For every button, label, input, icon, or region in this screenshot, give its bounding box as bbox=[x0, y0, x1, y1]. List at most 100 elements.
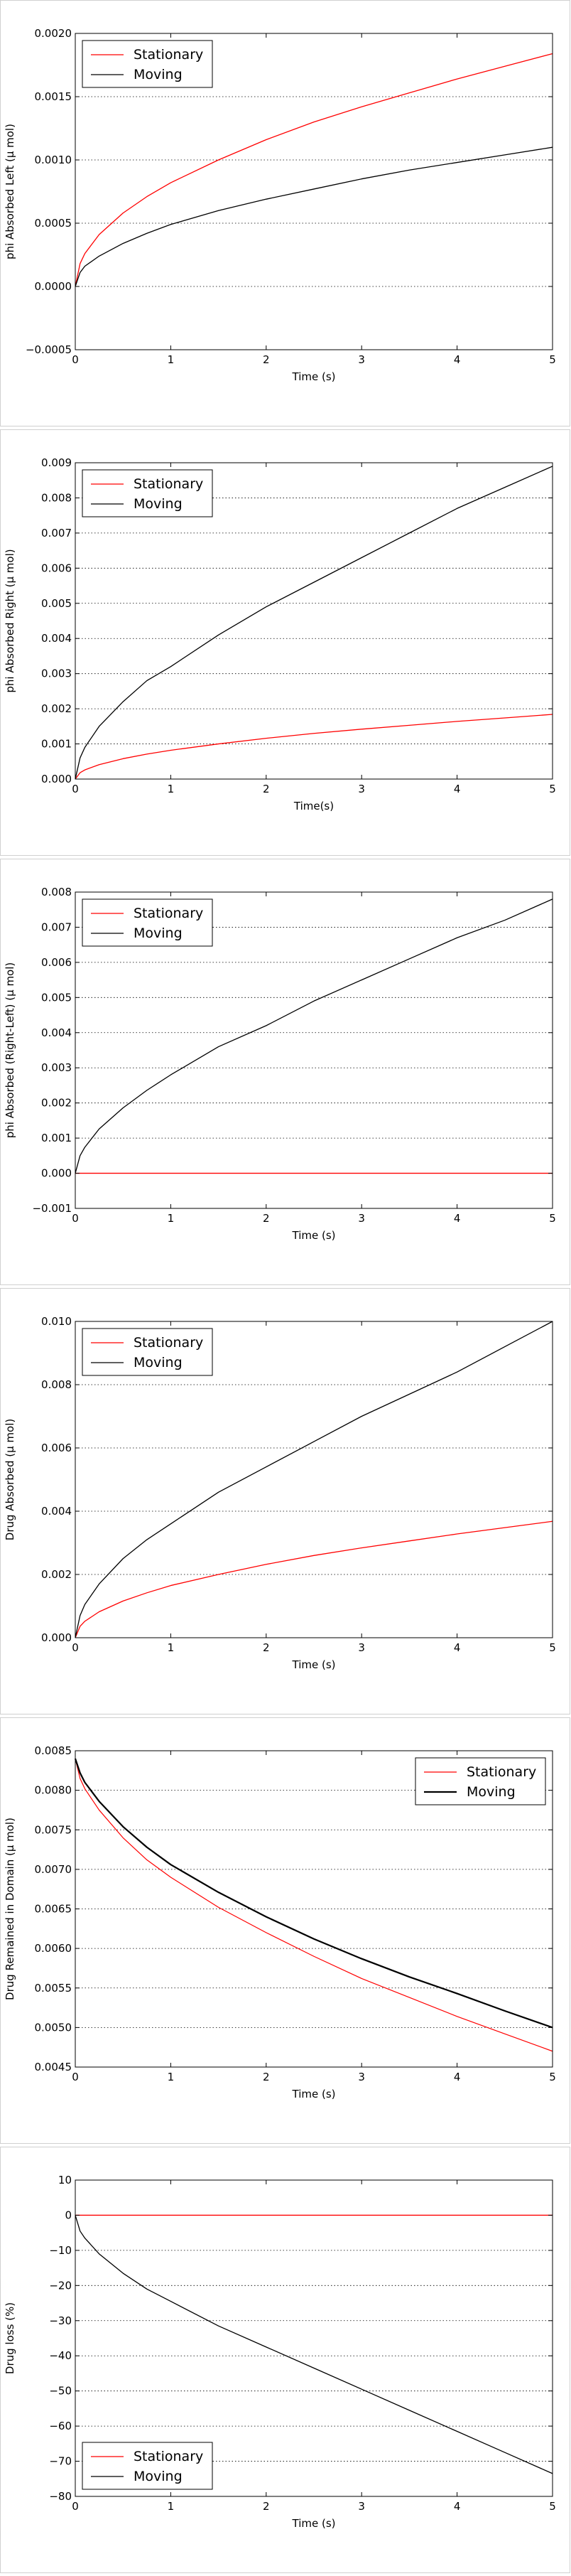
legend: Stationary Moving bbox=[82, 898, 213, 947]
x-tick-label: 4 bbox=[454, 353, 461, 366]
x-tick-label: 0 bbox=[72, 2500, 79, 2513]
plot-frame bbox=[75, 1321, 553, 1638]
legend-box bbox=[82, 40, 213, 88]
legend: Stationary Moving bbox=[82, 1328, 213, 1376]
y-tick-label: 0.0055 bbox=[35, 1982, 72, 1995]
y-tick-label: 0.006 bbox=[41, 956, 72, 969]
x-tick-label: 0 bbox=[72, 783, 79, 795]
chart-svg: 0.0045 0.0050 0.0055 0.0060 0.0065 0.0070 0.00… bbox=[4, 1744, 556, 2100]
y-tick-label: 0.0000 bbox=[35, 280, 72, 293]
legend-box bbox=[82, 469, 213, 517]
x-tick-label: 5 bbox=[549, 1212, 556, 1225]
series-line-stationary bbox=[75, 1520, 553, 1638]
y-tick-label: 0.0020 bbox=[35, 27, 72, 40]
series-line-stationary bbox=[75, 53, 553, 287]
y-axis-label: Drug Absorbed (μ mol) bbox=[4, 1419, 16, 1540]
y-tick-label: 0.0005 bbox=[35, 217, 72, 230]
x-tick-label: 0 bbox=[72, 1641, 79, 1654]
legend-box bbox=[82, 898, 213, 947]
x-axis-label: Time (s) bbox=[292, 370, 336, 383]
legend-box bbox=[82, 2442, 213, 2490]
y-tick-label: 0.004 bbox=[41, 632, 72, 645]
y-tick-label: 0.006 bbox=[41, 562, 72, 574]
series-line-stationary bbox=[75, 1758, 553, 2052]
x-tick-label: 1 bbox=[168, 783, 175, 795]
legend: Stationary Moving bbox=[82, 40, 213, 88]
series-line-moving bbox=[75, 1321, 553, 1638]
y-tick-label: 0.010 bbox=[41, 1315, 72, 1328]
x-tick-label: 3 bbox=[358, 1641, 365, 1654]
x-tick-label: 1 bbox=[168, 2500, 175, 2513]
y-tick-label: 0.005 bbox=[41, 597, 72, 610]
x-tick-label: 3 bbox=[358, 2071, 365, 2083]
x-tick-label: 2 bbox=[263, 2500, 270, 2513]
y-axis-label: phi Absorbed (Right-Left) (μ mol) bbox=[4, 962, 16, 1139]
y-tick-label: 0.005 bbox=[41, 991, 72, 1004]
plot-frame bbox=[75, 462, 553, 780]
y-tick-label: 0.004 bbox=[41, 1505, 72, 1518]
legend-label: Stationary bbox=[134, 1335, 203, 1351]
chart-svg: 0.000 0.001 0.002 0.003 0.004 0.005 0.006 0.007… bbox=[4, 456, 556, 812]
y-tick-label: 0.0065 bbox=[35, 1903, 72, 1916]
y-tick-label: −10 bbox=[49, 2244, 72, 2257]
y-tick-label: 0.0015 bbox=[35, 90, 72, 103]
x-tick-label: 3 bbox=[358, 1212, 365, 1225]
x-tick-label: 2 bbox=[263, 783, 270, 795]
x-tick-label: 4 bbox=[454, 2071, 461, 2083]
y-tick-label: 0.003 bbox=[41, 1061, 72, 1074]
x-tick-label: 5 bbox=[549, 783, 556, 795]
legend: Stationary Moving bbox=[82, 2442, 213, 2490]
y-tick-label: 0.0010 bbox=[35, 154, 72, 166]
x-tick-label: 4 bbox=[454, 2500, 461, 2513]
y-axis-label: phi Absorbed Right (μ mol) bbox=[4, 549, 16, 692]
x-tick-label: 1 bbox=[168, 1641, 175, 1654]
legend-label: Moving bbox=[134, 1355, 183, 1370]
x-tick-label: 3 bbox=[358, 353, 365, 366]
x-tick-label: 5 bbox=[549, 353, 556, 366]
legend-label: Stationary bbox=[134, 906, 203, 921]
x-tick-label: 3 bbox=[358, 2500, 365, 2513]
series-line-moving bbox=[75, 2215, 553, 2474]
x-tick-label: 2 bbox=[263, 2071, 270, 2083]
y-tick-label: −60 bbox=[49, 2420, 72, 2432]
x-axis-label: Time (s) bbox=[292, 2517, 336, 2530]
x-axis-label: Time (s) bbox=[292, 2088, 336, 2100]
y-axis-label: phi Absorbed Left (μ mol) bbox=[4, 124, 16, 259]
series-line-moving bbox=[75, 898, 553, 1174]
x-tick-label: 4 bbox=[454, 1212, 461, 1225]
plot-frame bbox=[75, 2179, 553, 2497]
x-tick-label: 1 bbox=[168, 2071, 175, 2083]
y-tick-label: 0.0045 bbox=[35, 2061, 72, 2073]
legend-label: Moving bbox=[134, 496, 183, 512]
y-tick-label: −30 bbox=[49, 2314, 72, 2327]
y-tick-label: −50 bbox=[49, 2385, 72, 2398]
x-tick-label: 1 bbox=[168, 1212, 175, 1225]
y-tick-label: 0.0070 bbox=[35, 1863, 72, 1876]
y-tick-label: −20 bbox=[49, 2279, 72, 2292]
x-tick-label: 0 bbox=[72, 1212, 79, 1225]
legend-label: Stationary bbox=[467, 1764, 536, 1780]
y-tick-label: 0.003 bbox=[41, 667, 72, 680]
chart-panel: 0.0045 0.0050 0.0055 0.0060 0.0065 0.0070 0.00… bbox=[0, 1717, 570, 2144]
legend-box bbox=[415, 1757, 546, 1805]
y-tick-label: −80 bbox=[49, 2490, 72, 2503]
y-tick-label: 0.007 bbox=[41, 527, 72, 540]
x-tick-label: 2 bbox=[263, 1641, 270, 1654]
y-tick-label: −0.0005 bbox=[26, 343, 72, 356]
y-tick-label: 0.004 bbox=[41, 1026, 72, 1039]
y-tick-label: 0.001 bbox=[41, 738, 72, 751]
y-tick-label: 0.008 bbox=[41, 491, 72, 504]
legend-label: Stationary bbox=[134, 476, 203, 492]
chart-panel: 0.000 0.001 0.002 0.003 0.004 0.005 0.006 0.007… bbox=[0, 429, 570, 856]
x-tick-label: 2 bbox=[263, 1212, 270, 1225]
y-tick-label: 0.0050 bbox=[35, 2021, 72, 2034]
x-tick-label: 0 bbox=[72, 2071, 79, 2083]
chart-svg: −80 −70 −60 −50 −40 −30 −20 −10 0 10 0 1 2 3 4 5 Time (s… bbox=[4, 2174, 556, 2530]
y-tick-label: 0.0085 bbox=[35, 1744, 72, 1757]
chart-panel: −80 −70 −60 −50 −40 −30 −20 −10 0 10 0 1 2 3 4 5 Time (s… bbox=[0, 2147, 570, 2573]
legend-label: Stationary bbox=[134, 47, 203, 63]
legend-label: Stationary bbox=[134, 2449, 203, 2464]
x-axis-label: Time (s) bbox=[292, 1658, 336, 1671]
series-line-moving bbox=[75, 146, 553, 287]
x-tick-label: 3 bbox=[358, 783, 365, 795]
